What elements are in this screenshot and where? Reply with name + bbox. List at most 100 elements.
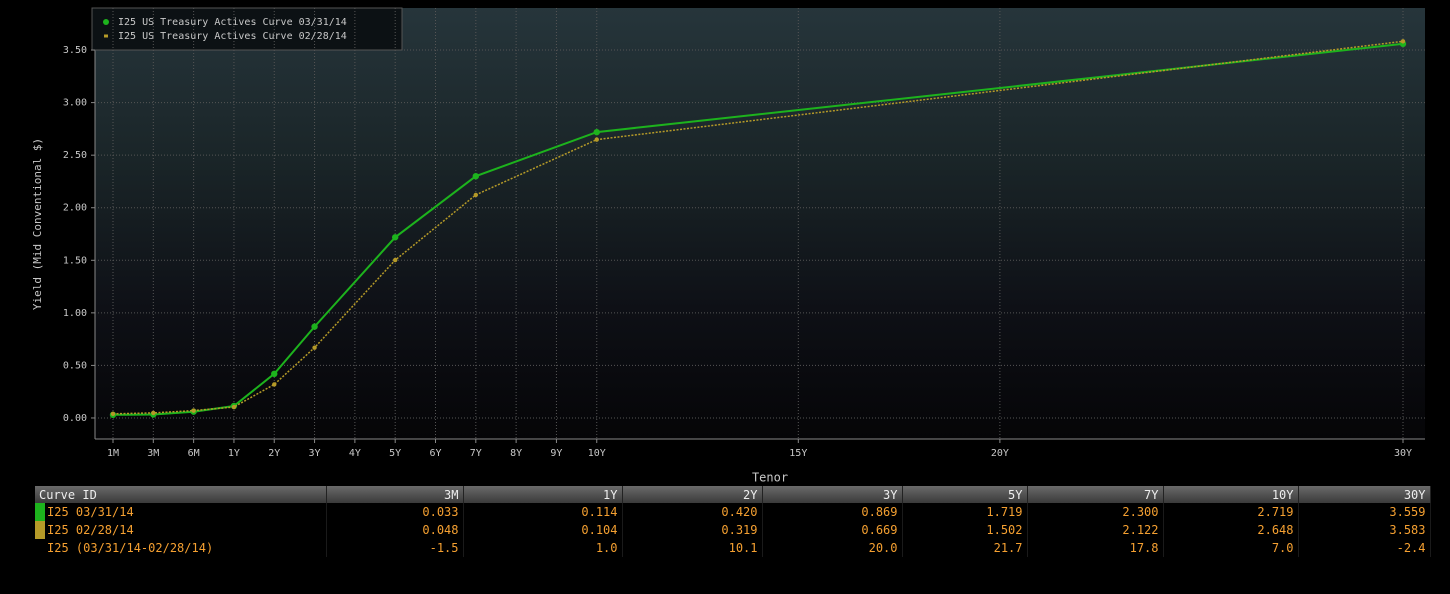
cell-text: 3.583	[1389, 523, 1426, 537]
table-cell: 1.502	[902, 521, 1028, 539]
x-tick-label: 7Y	[470, 448, 482, 459]
table-cell: 1.719	[902, 503, 1028, 521]
column-header: 2Y	[622, 486, 763, 503]
cell-text: 1.502	[986, 523, 1023, 537]
data-table: Curve ID 3M 1Y 2Y 3Y 5Y 7Y 10Y 30Y I25 03/31/14 0…	[35, 486, 1431, 557]
table-cell: 0.420	[622, 503, 763, 521]
cell-text: 0.669	[861, 523, 898, 537]
column-header: 30Y	[1298, 486, 1431, 503]
row-swatch	[35, 521, 45, 539]
table-cell: I25 03/31/14	[35, 503, 327, 521]
table-cell: 0.033	[326, 503, 464, 521]
table-row: I25 02/28/14 0.048 0.104 0.319 0.669 1.502 2.1…	[35, 521, 1431, 539]
cell-text: 3.559	[1389, 505, 1426, 519]
data-point	[191, 408, 196, 413]
y-tick-label: 0.50	[63, 360, 87, 371]
cell-text: 2.719	[1257, 505, 1294, 519]
table-cell: 17.8	[1027, 539, 1164, 557]
cell-text: -1.5	[429, 541, 459, 555]
data-point	[271, 370, 278, 378]
y-tick-label: 2.50	[63, 150, 87, 161]
column-header: 10Y	[1163, 486, 1299, 503]
table-cell: 20.0	[762, 539, 903, 557]
table-cell: 2.300	[1027, 503, 1164, 521]
table-cell: 0.114	[463, 503, 623, 521]
table-cell: -1.5	[326, 539, 464, 557]
x-tick-label: 8Y	[510, 448, 522, 459]
table-cell: 3.559	[1298, 503, 1431, 521]
table-cell: 2.122	[1027, 521, 1164, 539]
x-tick-label: 10Y	[588, 448, 606, 459]
column-header: Curve ID	[35, 486, 327, 503]
y-tick-label: 3.50	[63, 45, 87, 56]
cell-text: 0.104	[581, 523, 618, 537]
data-point	[473, 192, 479, 198]
cell-text: 10.1	[728, 541, 758, 555]
cell-text: 0.114	[581, 505, 618, 519]
data-point	[1400, 39, 1406, 44]
column-header: 1Y	[463, 486, 623, 503]
cell-text: I25 03/31/14	[47, 505, 134, 519]
x-tick-label: 30Y	[1394, 448, 1412, 459]
data-point	[593, 128, 600, 136]
column-header: 3M	[326, 486, 464, 503]
x-tick-label: 1Y	[228, 448, 240, 459]
legend-label: I25 US Treasury Actives Curve 02/28/14	[118, 31, 347, 42]
data-point	[472, 172, 480, 180]
cell-text: 21.7	[993, 541, 1023, 555]
table-cell: 0.104	[463, 521, 623, 539]
cell-text: I25 (03/31/14-02/28/14)	[47, 541, 214, 555]
x-tick-label: 15Y	[789, 448, 807, 459]
table-cell: 1.0	[463, 539, 623, 557]
series-line	[112, 42, 1404, 416]
table-cell: 2.719	[1163, 503, 1299, 521]
table-row: I25 (03/31/14-02/28/14) -1.5 1.0 10.1 20.0 21…	[35, 539, 1431, 557]
legend-marker	[104, 34, 108, 38]
x-tick-label: 6M	[188, 448, 200, 459]
y-tick-label: 2.00	[63, 203, 87, 214]
column-header: 5Y	[902, 486, 1028, 503]
data-point	[110, 411, 116, 416]
cell-text: 2.122	[1122, 523, 1159, 537]
cell-text: 1.0	[595, 541, 618, 555]
table-cell: I25 (03/31/14-02/28/14)	[35, 539, 327, 557]
x-tick-label: 20Y	[991, 448, 1009, 459]
data-point	[311, 323, 318, 330]
table-row: I25 03/31/14 0.033 0.114 0.420 0.869 1.719 2.3…	[35, 503, 1431, 521]
chart: Tenor Yield (Mid Conventional $) 0.00 0.5…	[31, 7, 1425, 485]
table-cell: 0.319	[622, 521, 763, 539]
x-tick-label: 6Y	[429, 448, 441, 459]
cell-text: 0.033	[422, 505, 459, 519]
table-cell: 0.048	[326, 521, 464, 539]
x-tick-label: 1M	[107, 448, 119, 459]
legend-marker	[103, 19, 109, 25]
column-header: 3Y	[762, 486, 903, 503]
table-cell: 3.583	[1298, 521, 1431, 539]
cell-text: -2.4	[1396, 541, 1426, 555]
data-point	[594, 137, 599, 142]
table-cell: 0.669	[762, 521, 903, 539]
table-cell: -2.4	[1298, 539, 1431, 557]
cell-text: 20.0	[868, 541, 898, 555]
legend	[91, 7, 403, 51]
cell-text: 0.420	[721, 505, 758, 519]
table-cell: 7.0	[1163, 539, 1299, 557]
data-point	[272, 382, 277, 387]
table-cell: 21.7	[902, 539, 1028, 557]
plot-area	[95, 8, 1425, 439]
data-point	[231, 404, 237, 410]
x-tick-label: 3M	[147, 448, 159, 459]
y-tick-label: 0.00	[63, 413, 87, 424]
x-tick-label: 3Y	[309, 448, 321, 459]
cell-text: 17.8	[1129, 541, 1159, 555]
cell-text: 0.869	[861, 505, 898, 519]
data-point	[312, 345, 317, 350]
cell-text: I25 02/28/14	[47, 523, 134, 537]
data-point	[151, 410, 156, 416]
y-axis-label: Yield (Mid Conventional $)	[31, 138, 44, 310]
table-cell: I25 02/28/14	[35, 521, 327, 539]
series-line	[112, 40, 1404, 415]
y-tick-label: 1.00	[63, 308, 87, 319]
column-header: 7Y	[1027, 486, 1164, 503]
cell-text: 2.300	[1122, 505, 1159, 519]
